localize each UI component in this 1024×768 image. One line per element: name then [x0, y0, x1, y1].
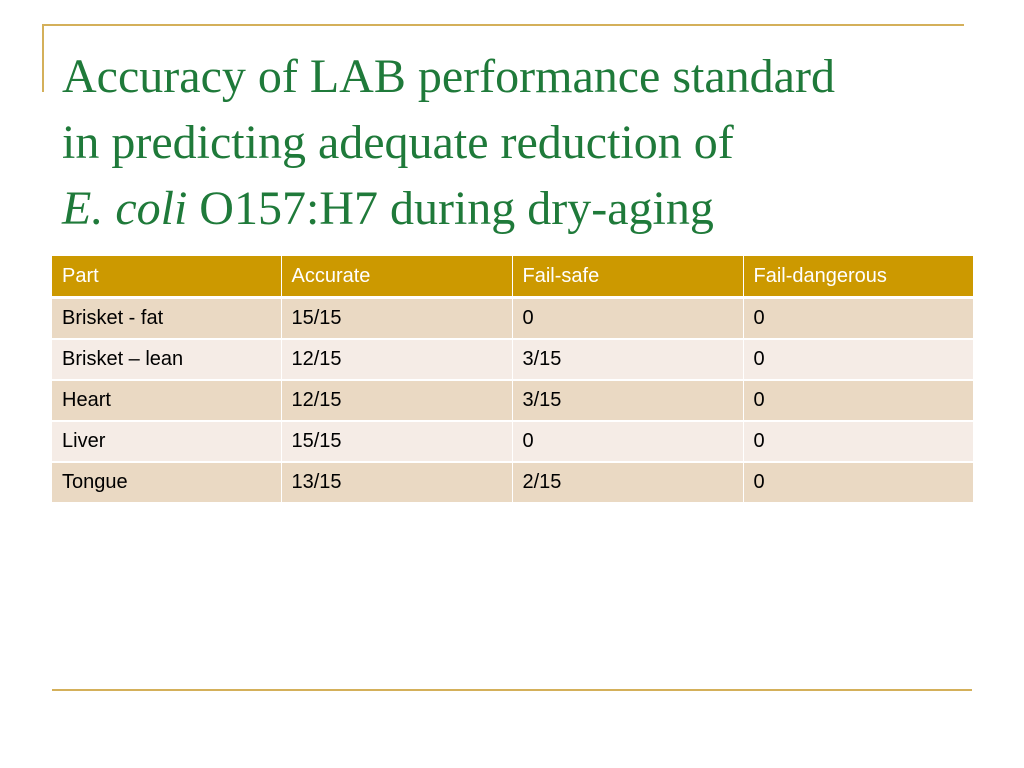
cell-fail-safe: 2/15 — [512, 462, 744, 504]
cell-fail-safe: 3/15 — [512, 339, 744, 381]
slide-title: Accuracy of LAB performance standard in … — [62, 44, 962, 242]
table-row: Brisket – lean 12/15 3/15 0 — [52, 339, 973, 381]
cell-fail-safe: 0 — [512, 297, 744, 340]
title-line-3-rest: O157:H7 during dry-aging — [187, 182, 714, 235]
cell-part: Heart — [52, 380, 282, 422]
cell-fail-safe: 0 — [512, 421, 744, 463]
header-part: Part — [52, 256, 282, 299]
results-table: Part Accurate Fail-safe Fail-dangerous B… — [52, 256, 973, 504]
table-row: Liver 15/15 0 0 — [52, 421, 973, 463]
header-fail-safe: Fail-safe — [512, 256, 744, 299]
cell-accurate: 12/15 — [281, 380, 513, 422]
title-organism-italic: E. coli — [62, 182, 188, 235]
cell-fail-safe: 3/15 — [512, 380, 744, 422]
cell-part: Brisket - fat — [52, 297, 282, 340]
results-table-container: Part Accurate Fail-safe Fail-dangerous B… — [52, 256, 973, 504]
cell-fail-dangerous: 0 — [743, 380, 973, 422]
title-line-2: in predicting adequate reduction of — [62, 116, 734, 169]
cell-part: Brisket – lean — [52, 339, 282, 381]
table-row: Brisket - fat 15/15 0 0 — [52, 297, 973, 340]
cell-fail-dangerous: 0 — [743, 462, 973, 504]
cell-accurate: 15/15 — [281, 297, 513, 340]
header-accurate: Accurate — [281, 256, 513, 299]
top-accent-line — [42, 24, 964, 26]
table-row: Tongue 13/15 2/15 0 — [52, 462, 973, 504]
cell-accurate: 13/15 — [281, 462, 513, 504]
header-fail-dangerous: Fail-dangerous — [743, 256, 973, 299]
title-line-3: E. coli O157:H7 during dry-aging — [62, 176, 962, 242]
table-row: Heart 12/15 3/15 0 — [52, 380, 973, 422]
cell-fail-dangerous: 0 — [743, 297, 973, 340]
cell-part: Liver — [52, 421, 282, 463]
cell-fail-dangerous: 0 — [743, 339, 973, 381]
left-accent-line — [42, 24, 44, 92]
bottom-accent-line — [52, 689, 972, 691]
cell-part: Tongue — [52, 462, 282, 504]
table-header-row: Part Accurate Fail-safe Fail-dangerous — [52, 256, 973, 299]
cell-accurate: 12/15 — [281, 339, 513, 381]
cell-accurate: 15/15 — [281, 421, 513, 463]
title-line-1: Accuracy of LAB performance standard — [62, 50, 835, 103]
cell-fail-dangerous: 0 — [743, 421, 973, 463]
